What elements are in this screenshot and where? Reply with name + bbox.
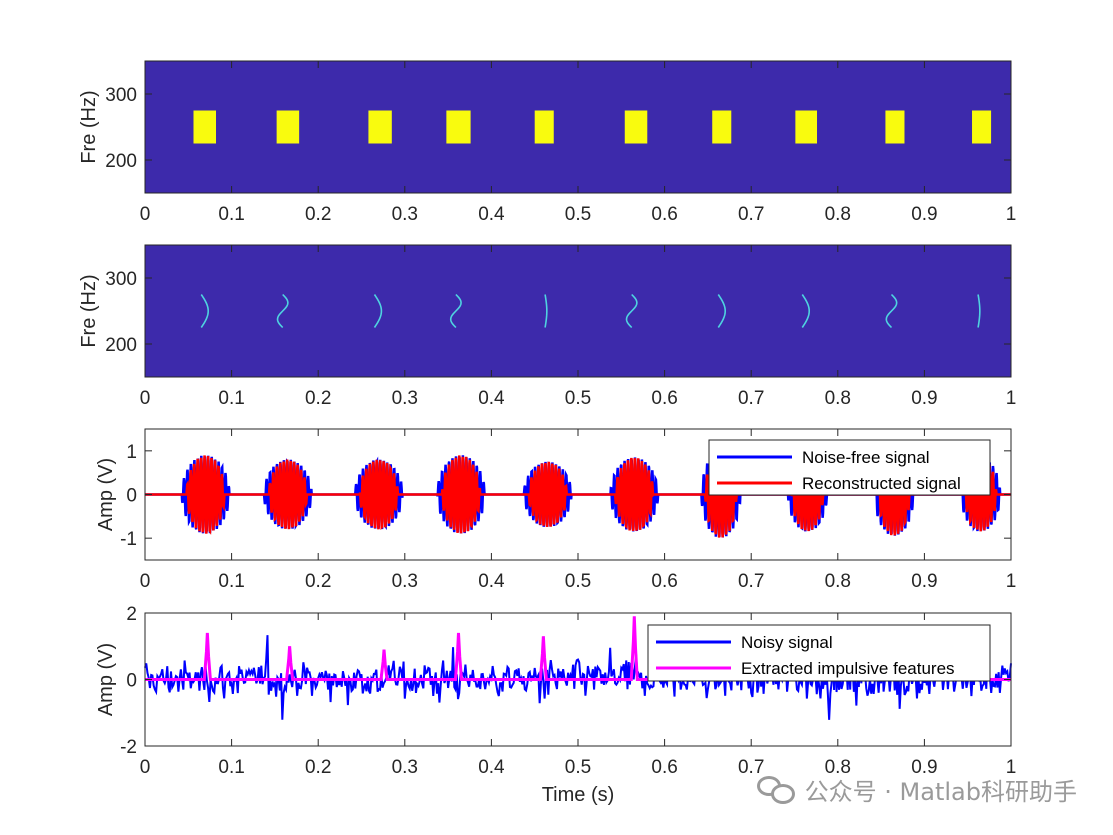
x-tick-label: 0.6 <box>651 204 677 225</box>
x-tick-label: 0.3 <box>392 388 418 409</box>
x-tick-label: 0.1 <box>218 204 244 225</box>
x-tick-label: 0.8 <box>825 204 851 225</box>
x-tick-label: 0.4 <box>478 571 505 592</box>
tf-ridge <box>885 293 898 329</box>
x-tick-label: 0.4 <box>478 757 505 778</box>
x-tick-label: 0 <box>140 388 151 409</box>
x-tick-label: 1 <box>1006 204 1017 225</box>
series-noisy <box>144 635 1012 720</box>
tf-block <box>795 110 818 144</box>
tf-ridge <box>373 294 383 328</box>
y-tick-label: 0 <box>126 671 137 692</box>
watermark-text: 公众号 · Matlab科研助手 <box>804 778 1077 806</box>
tf-background <box>145 245 1011 377</box>
y-tick-label: -1 <box>120 529 137 550</box>
x-axis-label: Time (s) <box>542 784 615 806</box>
x-tick-label: 0 <box>140 204 151 225</box>
tf-block <box>368 110 392 144</box>
x-tick-label: 1 <box>1006 757 1017 778</box>
x-tick-label: 0.6 <box>651 388 677 409</box>
y-axis-label: Amp (V) <box>95 643 117 716</box>
x-tick-label: 0.1 <box>218 571 244 592</box>
x-tick-label: 0.9 <box>911 571 937 592</box>
y-axis-label: Amp (V) <box>95 458 117 531</box>
tf-ridge <box>801 294 811 328</box>
x-tick-label: 0.9 <box>911 204 937 225</box>
tf-ridge <box>977 294 981 328</box>
y-tick-label: 200 <box>105 151 137 172</box>
x-tick-label: 0.9 <box>911 388 937 409</box>
x-tick-label: 0.4 <box>478 388 505 409</box>
legend-label: Noisy signal <box>741 633 833 652</box>
x-tick-label: 0.7 <box>738 757 764 778</box>
x-tick-label: 0 <box>140 571 151 592</box>
watermark: 公众号 · Matlab科研助手 <box>756 772 1077 807</box>
legend: Noisy signal Extracted impulsive features <box>647 624 991 682</box>
y-tick-label: 0 <box>126 486 137 507</box>
tf-block <box>446 110 471 144</box>
y-tick-label: -2 <box>120 737 137 758</box>
legend-label: Noise-free signal <box>802 448 930 467</box>
tf-ridge <box>717 294 727 328</box>
tf-block <box>193 110 217 144</box>
tf-background <box>145 61 1011 193</box>
tf-ridge <box>276 293 289 329</box>
x-tick-label: 0.7 <box>738 204 764 225</box>
x-tick-label: 0.7 <box>738 388 764 409</box>
tf-ridge <box>625 293 638 329</box>
x-tick-label: 0.5 <box>565 757 591 778</box>
x-tick-label: 1 <box>1006 571 1017 592</box>
y-axis-label: Fre (Hz) <box>78 274 100 347</box>
x-tick-label: 0.3 <box>392 204 418 225</box>
tf-ridge <box>449 293 462 329</box>
tf-ridge <box>200 294 210 328</box>
x-tick-label: 0.1 <box>218 757 244 778</box>
x-tick-label: 0 <box>140 757 151 778</box>
x-tick-label: 1 <box>1006 388 1017 409</box>
x-tick-label: 0.3 <box>392 571 418 592</box>
tf-ridge <box>544 294 548 328</box>
wechat-icon <box>756 774 797 806</box>
tf-block <box>885 110 905 144</box>
legend: Noise-free signal Reconstructed signal <box>708 439 991 496</box>
x-tick-label: 0.2 <box>305 571 331 592</box>
y-tick-label: 300 <box>105 85 137 106</box>
legend-label: Reconstructed signal <box>802 474 961 493</box>
x-tick-label: 0.8 <box>825 757 851 778</box>
y-tick-label: 200 <box>105 335 137 356</box>
x-tick-label: 0.8 <box>825 571 851 592</box>
x-tick-label: 0.5 <box>565 204 591 225</box>
y-axis-label: Fre (Hz) <box>78 90 100 163</box>
x-tick-label: 0.2 <box>305 204 331 225</box>
x-tick-label: 0.2 <box>305 757 331 778</box>
y-tick-label: 300 <box>105 269 137 290</box>
y-tick-label: 1 <box>126 442 137 463</box>
tf-block <box>972 110 992 144</box>
y-tick-label: 2 <box>126 604 137 625</box>
x-tick-label: 0.3 <box>392 757 418 778</box>
x-tick-label: 0.8 <box>825 388 851 409</box>
x-tick-label: 0.1 <box>218 388 244 409</box>
legend-box <box>647 624 991 682</box>
x-tick-label: 0.6 <box>651 571 677 592</box>
legend-label: Extracted impulsive features <box>741 659 955 678</box>
x-tick-label: 0.5 <box>565 388 591 409</box>
tf-block <box>534 110 554 144</box>
x-tick-label: 0.4 <box>478 204 505 225</box>
tf-block <box>276 110 300 144</box>
x-tick-label: 0.6 <box>651 757 677 778</box>
x-tick-label: 0.9 <box>911 757 937 778</box>
tf-block <box>624 110 648 144</box>
x-tick-label: 0.7 <box>738 571 764 592</box>
legend-box <box>708 439 991 496</box>
tf-block <box>712 110 732 144</box>
x-tick-label: 0.2 <box>305 388 331 409</box>
x-tick-label: 0.5 <box>565 571 591 592</box>
